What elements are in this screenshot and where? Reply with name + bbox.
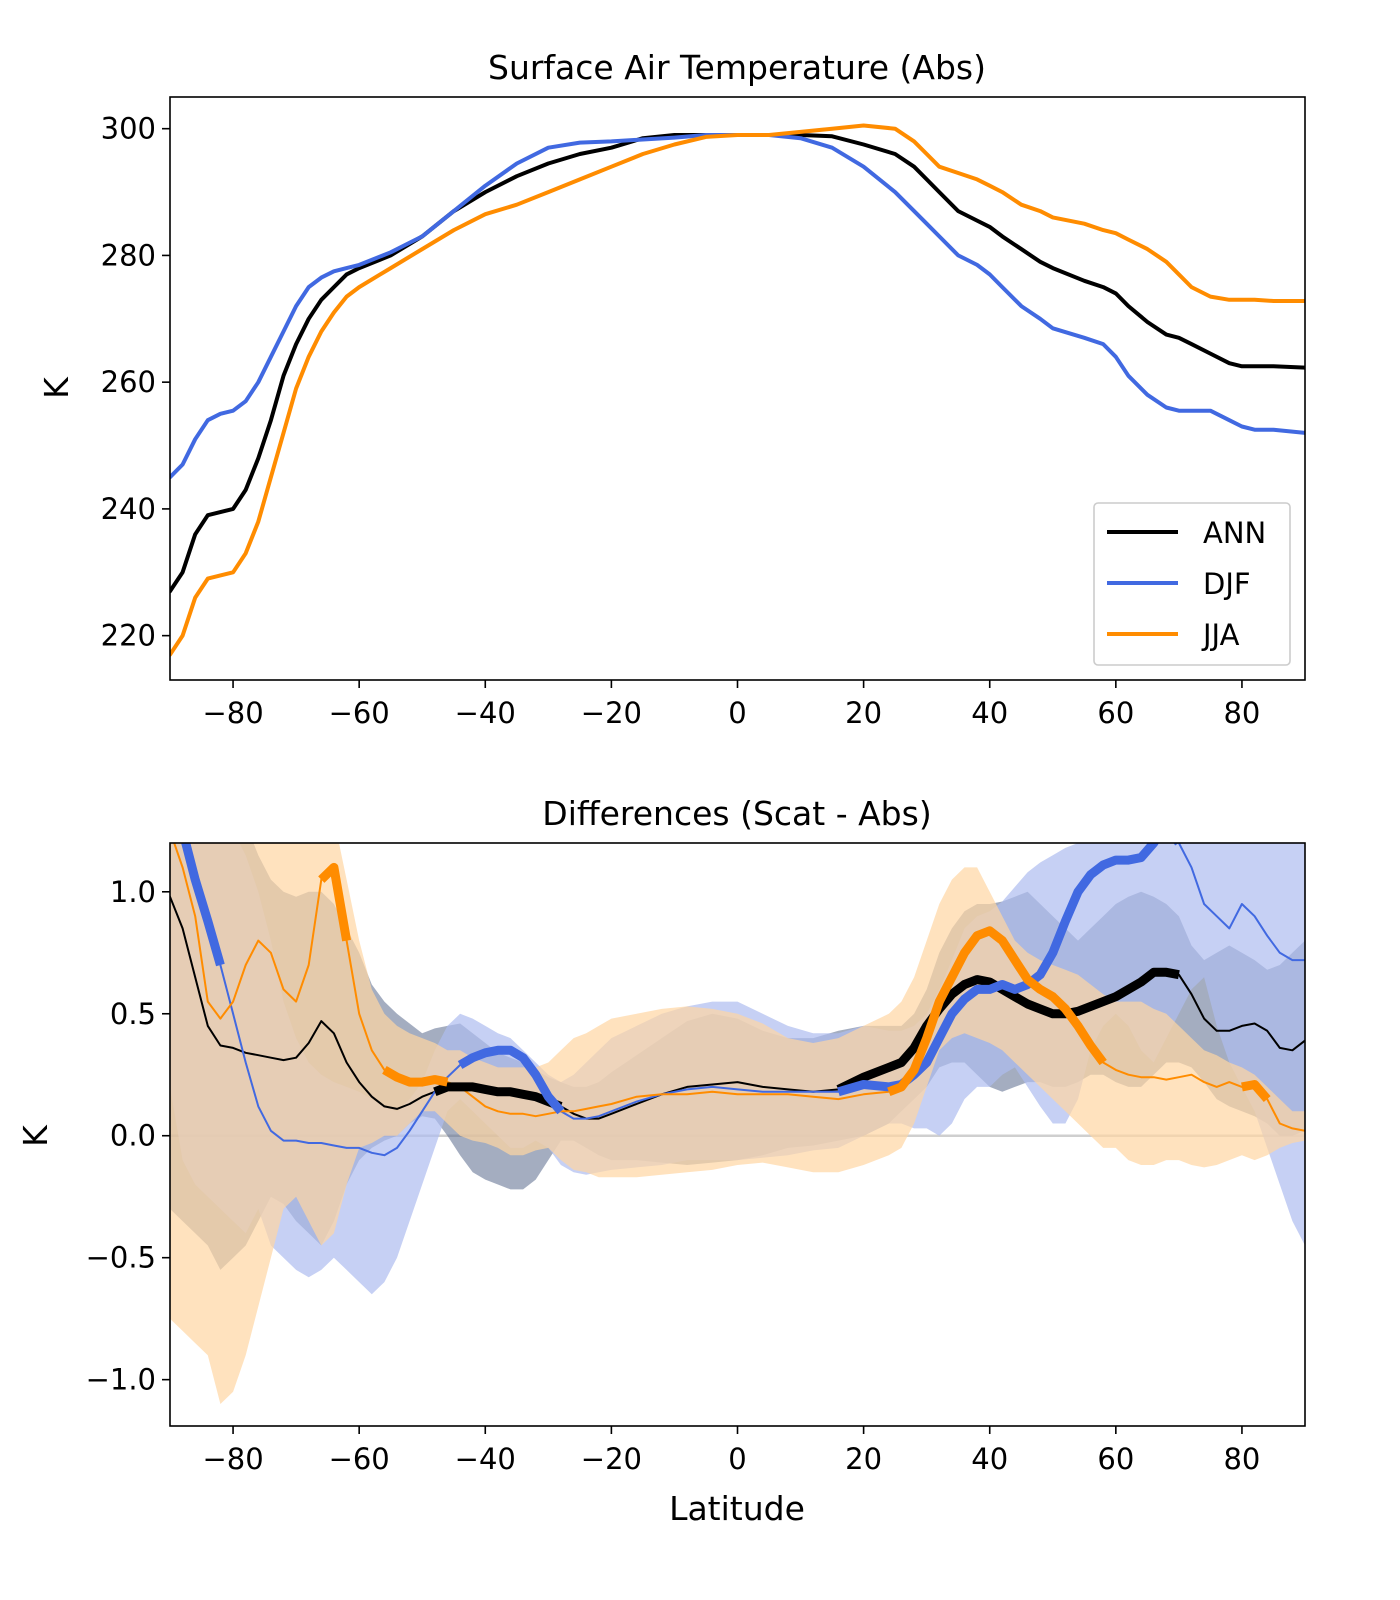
panel-differences: −80 −60 −40 −20 0 20 40 60 80 −1.0 −0.5 0.0 0.5 1.0 D… [16,794,1306,1528]
top-axes: −80 −60 −40 −20 0 20 40 60 80 220 240 260 280 300 [101,112,1261,730]
legend-label-djf: DJF [1203,567,1251,601]
significant-segment-djf [457,1045,565,1115]
y-tick-label: −0.5 [86,1241,156,1275]
top-y-axis-label: K [37,376,76,399]
bottom-series [170,843,1305,1404]
x-tick-label: 40 [971,696,1008,730]
significant-segment-jja [382,1066,449,1087]
bottom-x-axis-label: Latitude [669,1489,805,1528]
legend: ANN DJF JJA [1093,502,1291,666]
x-tick-label: 20 [845,1442,882,1476]
top-series-lines [170,123,1305,657]
y-tick-label: 0.5 [110,997,156,1031]
x-tick-label: −40 [455,696,516,730]
y-tick-label: 260 [101,365,156,399]
x-tick-label: −60 [329,1442,390,1476]
x-tick-label: −60 [329,696,390,730]
legend-frame [1093,502,1291,666]
x-tick-label: 80 [1223,696,1260,730]
y-tick-label: 240 [101,492,156,526]
x-tick-label: −20 [581,696,642,730]
x-tick-label: 20 [845,696,882,730]
x-tick-label: 40 [971,1442,1008,1476]
significant-segment-jja [318,862,352,942]
significant-segment-djf [181,843,225,967]
series-line-jja [170,123,1305,657]
significant-segment-jja [887,926,1107,1096]
y-tick-label: 0.0 [110,1119,156,1153]
bottom-axes: −80 −60 −40 −20 0 20 40 60 80 −1.0 −0.5 0.0 0.5 1.0 [86,875,1261,1476]
x-tick-label: −80 [202,696,263,730]
y-tick-label: −1.0 [86,1363,156,1397]
x-tick-label: −80 [202,1442,263,1476]
significant-segment-jja [1241,1080,1271,1103]
x-tick-label: −40 [455,1442,516,1476]
legend-label-jja: JJA [1201,618,1240,652]
significant-segment-ann [836,967,1180,1094]
x-tick-label: 0 [728,696,746,730]
y-tick-label: 280 [101,238,156,272]
x-tick-label: 0 [728,1442,746,1476]
plot-frame [169,96,1306,681]
plot-frame [169,842,1306,1427]
x-tick-label: 60 [1097,696,1134,730]
legend-label-ann: ANN [1203,516,1266,550]
panel-surface-air-temperature: −80 −60 −40 −20 0 20 40 60 80 220 240 260 280 300 Sur… [37,48,1306,730]
bottom-chart-title: Differences (Scat - Abs) [542,794,931,833]
x-tick-label: −20 [581,1442,642,1476]
bottom-y-axis-label: K [16,1124,55,1147]
x-tick-label: 80 [1223,1442,1260,1476]
significant-segment-ann [433,1082,563,1111]
top-chart-title: Surface Air Temperature (Abs) [488,48,986,87]
y-tick-label: 220 [101,619,156,653]
y-tick-label: 300 [101,112,156,146]
x-tick-label: 60 [1097,1442,1134,1476]
y-tick-label: 1.0 [110,875,156,909]
